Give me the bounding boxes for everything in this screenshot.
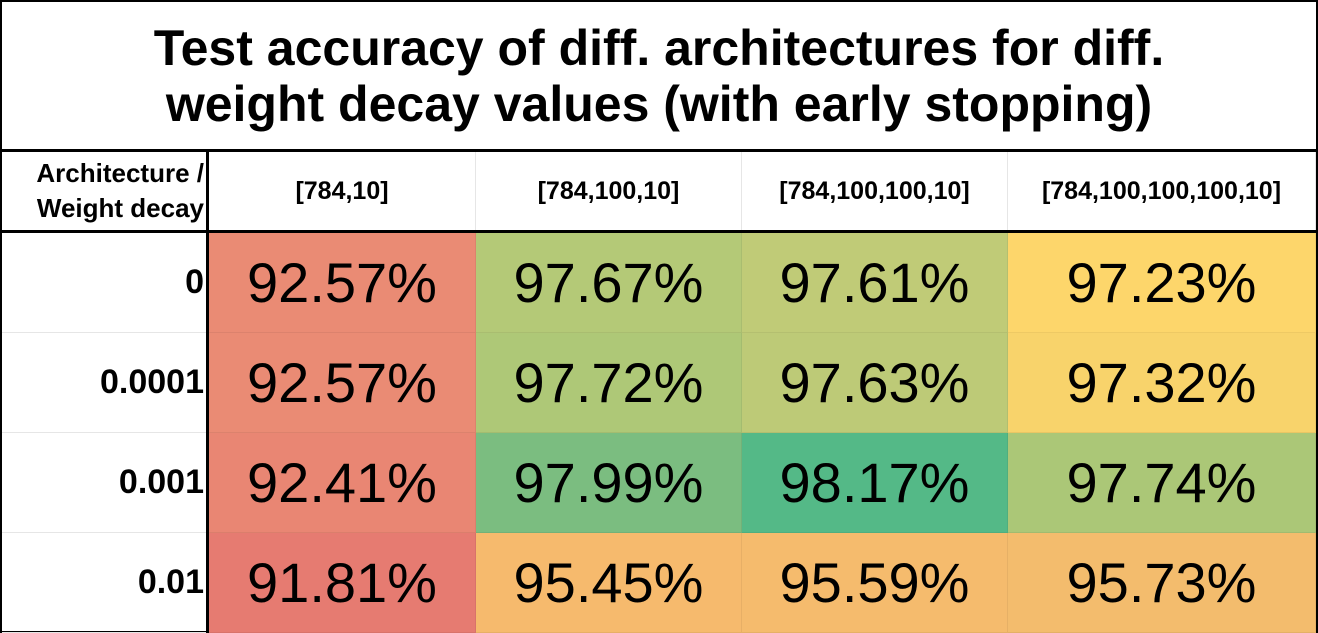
row-header-3: 0.001 — [2, 433, 206, 533]
heatmap-cell: 97.23% — [1008, 233, 1316, 333]
heatmap-cell: 97.63% — [742, 333, 1008, 433]
chart-title-line-1: Test accuracy of diff. architectures for… — [153, 19, 1165, 76]
heatmap-cell: 98.17% — [742, 433, 1008, 533]
row-header-separator — [206, 152, 209, 631]
corner-label-line-1: Architecture / — [36, 158, 204, 188]
heatmap-cell: 97.74% — [1008, 433, 1316, 533]
heatmap-cell: 92.57% — [209, 333, 476, 433]
heatmap-cell: 97.61% — [742, 233, 1008, 333]
heatmap-cell: 92.41% — [209, 433, 476, 533]
corner-label-line-2: Weight decay — [36, 193, 204, 223]
title-separator — [2, 149, 1316, 152]
column-header-1: [784,10] — [209, 152, 476, 230]
heatmap-cell: 97.67% — [476, 233, 742, 333]
column-header-4: [784,100,100,100,10] — [1008, 152, 1316, 230]
row-header-1: 0 — [2, 233, 206, 333]
heatmap-cell: 95.73% — [1008, 533, 1316, 633]
heatmap-cell: 97.32% — [1008, 333, 1316, 433]
heatmap-cell: 95.45% — [476, 533, 742, 633]
column-header-3: [784,100,100,10] — [742, 152, 1008, 230]
corner-label: Architecture / Weight decay — [2, 152, 206, 230]
column-header-2: [784,100,10] — [476, 152, 742, 230]
row-header-4: 0.01 — [2, 533, 206, 633]
heatmap-cell: 97.72% — [476, 333, 742, 433]
chart-title-line-2: weight decay values (with early stopping… — [165, 75, 1153, 132]
heatmap-cell: 95.59% — [742, 533, 1008, 633]
chart-title: Test accuracy of diff. architectures for… — [2, 2, 1316, 149]
heatmap-cell: 97.99% — [476, 433, 742, 533]
heatmap-cell: 92.57% — [209, 233, 476, 333]
row-header-2: 0.0001 — [2, 333, 206, 433]
heatmap-cell: 91.81% — [209, 533, 476, 633]
header-separator — [2, 230, 1316, 233]
